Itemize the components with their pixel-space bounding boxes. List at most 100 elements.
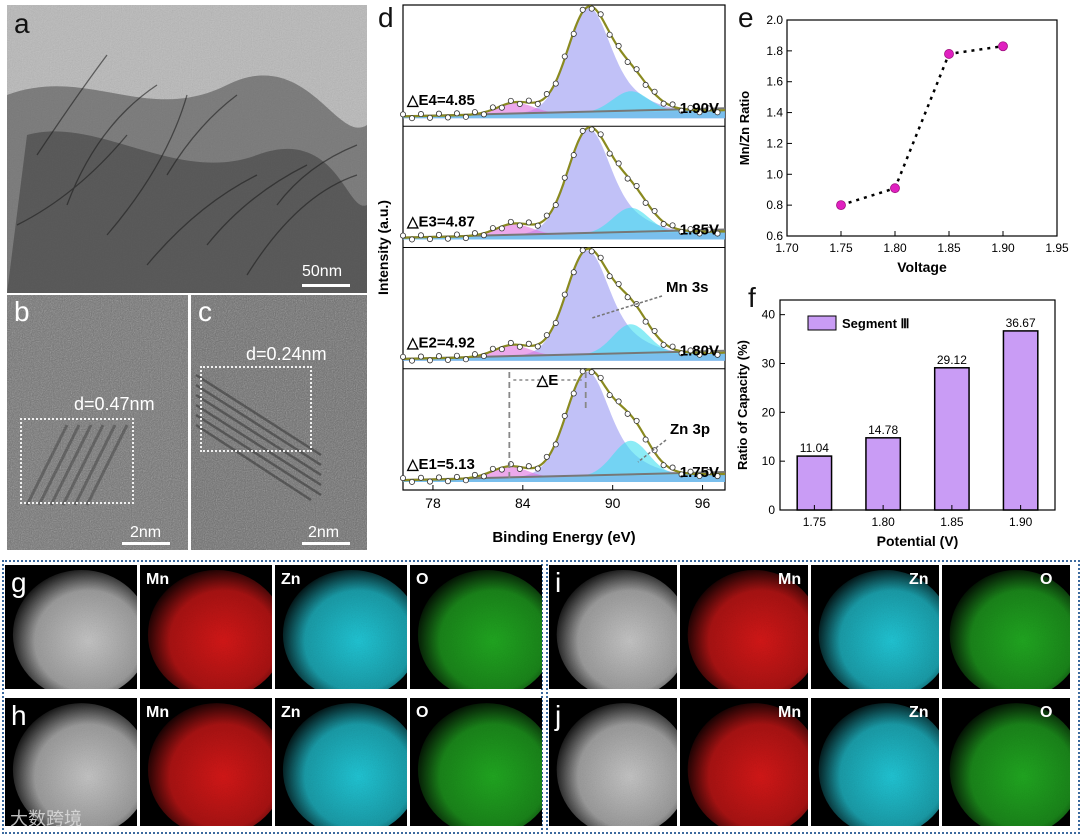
raw-data-point [444,235,451,242]
raw-data-point [453,231,460,238]
panel-label-j: j [555,700,562,731]
raw-data-point [570,390,577,397]
map-texture [811,698,939,826]
y-tick-label-f: 20 [762,405,776,419]
raw-data-point [696,473,703,480]
raw-data-point [516,100,523,107]
raw-data-point [705,347,712,354]
map-texture [275,698,407,826]
raw-data-point [705,226,712,233]
raw-data-point [669,464,676,471]
delta-e-label: △E2=4.92 [406,335,475,352]
raw-data-point [561,412,568,419]
raw-data-point [579,127,586,134]
map-texture [5,565,137,689]
raw-data-point [561,53,568,60]
haadf-image-j [549,698,677,826]
element-map-h-mn [140,698,272,826]
panel-label-e: e [738,2,754,33]
bar-value-label: 14.78 [868,423,898,437]
raw-data-point [471,351,478,358]
map-texture [680,565,808,689]
raw-data-point [516,465,523,472]
panel-label-h: h [11,700,27,731]
raw-data-point [642,199,649,206]
raw-data-point [552,80,559,87]
raw-data-point [696,351,703,358]
x-tick-label-e: 1.75 [829,241,853,255]
raw-data-point [552,319,559,326]
x-tick-label-f: 1.85 [940,515,964,529]
panel-label-a: a [14,8,30,39]
raw-data-point [615,42,622,49]
raw-data-point [615,280,622,287]
raw-data-point [498,346,505,353]
hrtem-texture-c [191,295,367,550]
raw-data-point [615,160,622,167]
map-texture [140,698,272,826]
raw-data-point [480,232,487,239]
map-label-o: O [416,704,429,721]
x-axis-label-e: Voltage [897,259,947,275]
y-tick-label-e: 1.4 [766,106,783,120]
ratio-point [836,200,846,211]
raw-data-point [615,398,622,405]
raw-data-point [714,230,721,237]
raw-data-point [462,477,469,484]
raw-data-point [597,374,604,381]
raw-data-point [525,463,532,470]
raw-data-point [453,110,460,117]
raw-data-point [489,104,496,111]
raw-data-point [534,343,541,350]
raw-data-point [597,11,604,18]
raw-data-point [651,208,658,215]
bar-value-label: 11.04 [800,441,829,455]
zn3p-peak-fill [403,440,725,482]
raw-data-point [444,478,451,485]
x-tick-label-d: 78 [425,495,441,511]
legend-swatch-f [807,315,837,331]
raw-data-point [462,356,469,363]
element-map-g-mn [140,565,272,689]
annotation-mn3s: Mn 3s [666,279,709,296]
raw-data-point [642,81,649,88]
voltage-label: 1.85V [680,221,719,238]
y-tick-label-e: 1.6 [766,75,783,89]
y-tick-label-e: 0.6 [766,229,783,243]
raw-data-point [426,357,433,364]
raw-data-point [489,345,496,352]
raw-data-point [498,104,505,111]
annotation-delta-e: △E [536,372,559,389]
raw-data-point [408,115,415,122]
raw-data-point [408,236,415,243]
raw-data-point [534,222,541,229]
mn3s-peak-fill [403,371,725,482]
raw-data-point [543,453,550,460]
raw-data-point [642,318,649,325]
raw-data-point [453,473,460,480]
delta-e-label: △E4=4.85 [406,92,475,109]
map-label-o: O [1040,571,1053,588]
raw-data-point [471,230,478,237]
x-tick-label-e: 1.70 [775,241,799,255]
raw-data-point [687,104,694,111]
map-label-mn: Mn [778,704,802,721]
raw-data-point [633,417,640,424]
ratio-chart: 1.70 1.75 1.80 1.85 1.90 1.95 0.6 0.8 1.0 1.2 1.4 1… [737,13,1069,275]
x-tick-label-d: 96 [695,495,711,511]
raw-data-point [399,232,406,239]
scale-label-a: 50nm [302,263,343,280]
element-map-h-zn [275,698,407,826]
plot-frame-f [779,299,1056,511]
panel-label-b: b [14,296,30,327]
raw-data-point [570,152,577,159]
ratio-trend-line [840,44,1004,207]
map-texture [549,698,677,826]
raw-data-point [498,225,505,232]
raw-data-point [498,466,505,473]
raw-data-point [507,218,514,225]
raw-data-point [516,343,523,350]
raw-data-point [444,114,451,121]
element-map-g-o [410,565,542,689]
element-map-j-o [942,698,1070,826]
